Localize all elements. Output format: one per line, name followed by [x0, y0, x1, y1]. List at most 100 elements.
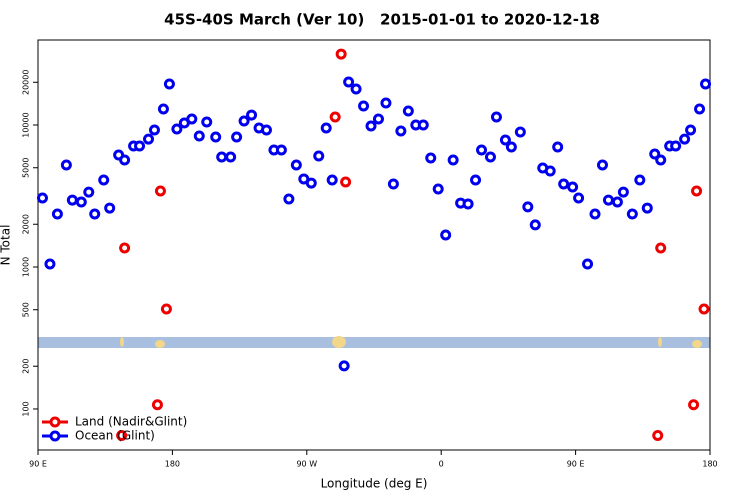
chart-title: 45S-40S March (Ver 10) 2015-01-01 to 202…	[164, 11, 600, 29]
point	[66, 194, 78, 206]
point	[216, 151, 228, 163]
point	[365, 120, 377, 132]
y-tick-label: 200	[22, 359, 31, 374]
point	[694, 103, 706, 115]
x-tick-label: 90 E	[567, 460, 585, 469]
point	[44, 258, 56, 270]
point	[143, 133, 155, 145]
point	[51, 208, 63, 220]
y-tick-label: 20000	[22, 70, 31, 95]
point	[119, 242, 131, 254]
x-tick-label: 180	[165, 460, 180, 469]
point	[688, 399, 700, 411]
point	[596, 159, 608, 171]
point	[617, 186, 629, 198]
point	[171, 123, 183, 135]
legend-marker	[49, 430, 61, 442]
point	[679, 133, 691, 145]
point	[698, 303, 710, 315]
point	[340, 176, 352, 188]
point	[260, 124, 272, 136]
point	[462, 198, 474, 210]
point	[544, 165, 556, 177]
point	[402, 105, 414, 117]
map-strip	[38, 336, 710, 348]
legend-label: Land (Nadir&Glint)	[75, 415, 187, 429]
point	[89, 208, 101, 220]
point	[417, 119, 429, 131]
point	[470, 174, 482, 186]
point	[380, 97, 392, 109]
point	[98, 174, 110, 186]
point	[335, 48, 347, 60]
point	[372, 113, 384, 125]
legend-label: Ocean (Glint)	[75, 429, 155, 443]
point	[104, 202, 116, 214]
y-tick-label: 5000	[22, 158, 31, 178]
point	[246, 109, 258, 121]
point	[691, 185, 703, 197]
point	[589, 208, 601, 220]
point	[573, 192, 585, 204]
x-tick-label: 90 E	[29, 460, 47, 469]
point	[626, 208, 638, 220]
point	[160, 303, 172, 315]
y-tick-label: 100	[22, 401, 31, 416]
point	[201, 116, 213, 128]
point	[395, 125, 407, 137]
y-tick-label: 2000	[22, 214, 31, 234]
point	[447, 154, 459, 166]
point	[275, 144, 287, 156]
point	[514, 126, 526, 138]
y-tick-label: 1000	[22, 257, 31, 277]
point	[611, 196, 623, 208]
point	[432, 183, 444, 195]
point	[425, 152, 437, 164]
point	[238, 115, 250, 127]
y-tick-label: 10000	[22, 112, 31, 137]
point	[552, 141, 564, 153]
point	[652, 430, 664, 442]
point	[186, 113, 198, 125]
point	[522, 201, 534, 213]
x-axis-label: Longitude (deg E)	[321, 477, 428, 491]
point	[505, 141, 517, 153]
point	[634, 174, 646, 186]
x-tick-label: 90 W	[296, 460, 317, 469]
point	[685, 124, 697, 136]
point	[440, 229, 452, 241]
point	[320, 122, 332, 134]
point	[60, 159, 72, 171]
point	[326, 174, 338, 186]
point	[529, 219, 541, 231]
point	[649, 148, 661, 160]
point	[476, 144, 488, 156]
plot-frame	[37, 39, 711, 451]
point	[134, 140, 146, 152]
point	[210, 131, 222, 143]
point	[490, 111, 502, 123]
point	[305, 177, 317, 189]
point	[700, 78, 712, 90]
point	[225, 151, 237, 163]
point	[231, 131, 243, 143]
point	[641, 202, 653, 214]
point	[499, 134, 511, 146]
point	[119, 154, 131, 166]
point	[602, 194, 614, 206]
point	[484, 151, 496, 163]
point	[154, 185, 166, 197]
point	[343, 76, 355, 88]
point	[116, 430, 128, 442]
point	[338, 360, 350, 372]
point	[193, 130, 205, 142]
y-tick-label: 500	[22, 302, 31, 317]
y-axis-label: N Total	[0, 225, 13, 266]
point	[157, 103, 169, 115]
legend-marker	[49, 416, 61, 428]
point	[358, 100, 370, 112]
point	[567, 181, 579, 193]
point	[75, 196, 87, 208]
point	[290, 159, 302, 171]
